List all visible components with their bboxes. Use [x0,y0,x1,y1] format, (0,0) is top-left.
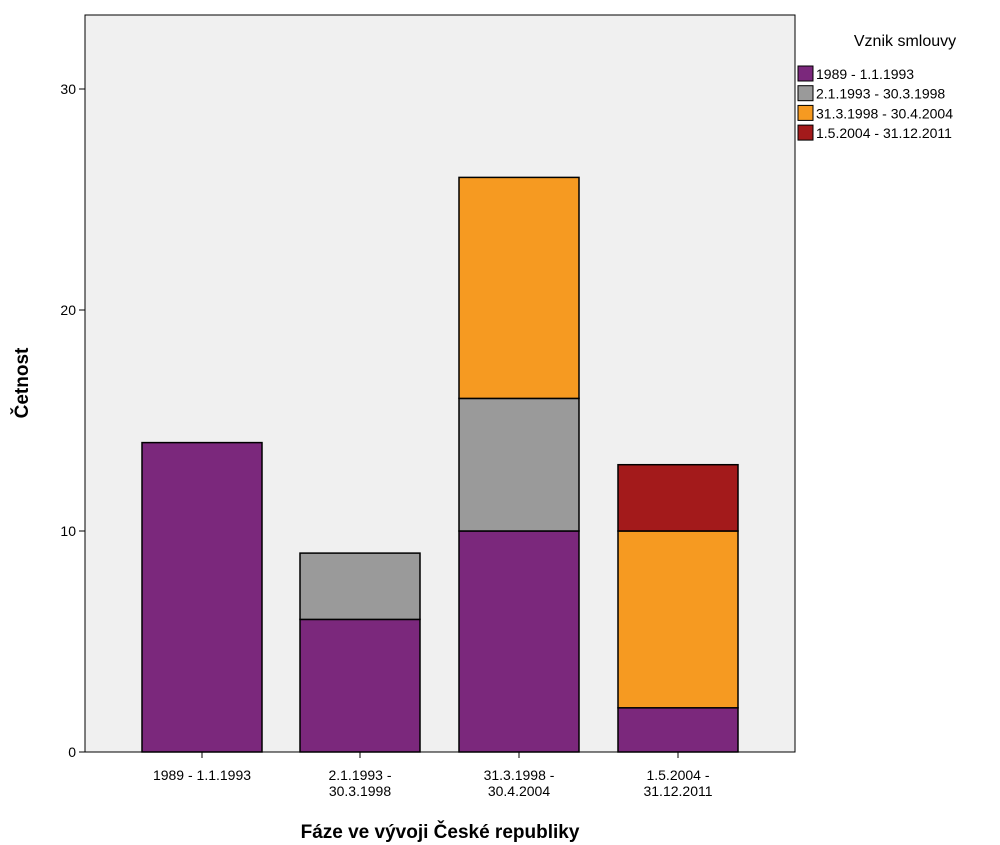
y-tick-label: 20 [60,302,76,318]
bar-segment [299,618,421,753]
y-tick-label: 0 [68,744,76,760]
legend-swatch [797,104,814,121]
legend-label: 1.5.2004 - 31.12.2011 [816,125,952,141]
x-axis-title: Fáze ve vývoji České republiky [301,821,580,843]
x-tick-label: 1.5.2004 -31.12.2011 [643,767,712,799]
x-tick-label: 2.1.1993 -30.3.1998 [328,767,391,799]
legend-swatch [797,65,814,82]
bar-segment [617,707,739,753]
bar-segment [617,530,739,709]
x-tick-label: 1989 - 1.1.1993 [153,767,251,783]
bar-segment [617,463,739,532]
y-tick-label: 30 [60,81,76,97]
bar-segment [458,176,580,400]
bar-segment [141,441,263,753]
legend-label: 31.3.1998 - 30.4.2004 [816,105,953,121]
y-axis: 0 10 20 30 [60,81,85,760]
legend-title: Vznik smlouvy [854,33,956,50]
legend-swatch [797,124,814,141]
legend-swatch [797,85,814,102]
y-tick-label: 10 [60,523,76,539]
x-axis: 1989 - 1.1.1993 2.1.1993 -30.3.1998 31.3.1… [153,752,713,799]
legend-label: 2.1.1993 - 30.3.1998 [816,86,945,102]
legend-label: 1989 - 1.1.1993 [816,66,914,82]
y-axis-title: Četnost [11,347,33,418]
bar-segment [458,397,580,532]
legend-items: 1989 - 1.1.1993 2.1.1993 - 30.3.1998 31.3.… [797,65,953,141]
x-tick-label: 31.3.1998 -30.4.2004 [484,767,555,799]
bars-group [141,176,739,753]
bar-segment [458,530,580,753]
legend: Vznik smlouvy 1989 - 1.1.1993 2.1.1993 - … [797,33,956,141]
bar-segment [299,552,421,621]
